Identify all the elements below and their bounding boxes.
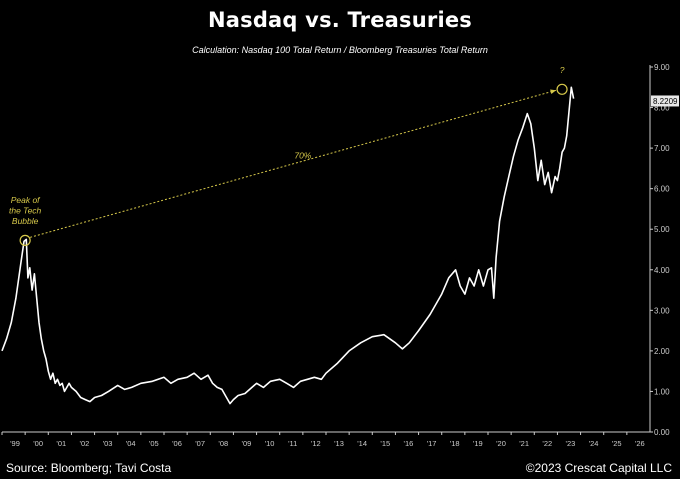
y-tick-label: 6.00 bbox=[654, 185, 670, 194]
last-value-label: 8.2209 bbox=[653, 97, 678, 106]
x-tick-label: '99 bbox=[10, 439, 20, 448]
percent-annotation: 70% bbox=[294, 150, 311, 160]
y-tick-label: 4.00 bbox=[654, 266, 670, 275]
footer-copyright: ©2023 Crescat Capital LLC bbox=[525, 461, 672, 475]
y-tick-label: 0.00 bbox=[654, 428, 670, 437]
x-tick-label: '23 bbox=[566, 439, 576, 448]
x-tick-label: '07 bbox=[195, 439, 205, 448]
x-tick-label: '10 bbox=[265, 439, 275, 448]
chart-title: Nasdaq vs. Treasuries bbox=[207, 8, 472, 32]
current-circle bbox=[556, 83, 568, 95]
x-tick-label: '12 bbox=[311, 439, 321, 448]
x-tick-label: '19 bbox=[473, 439, 483, 448]
y-tick-label: 8.00 bbox=[654, 104, 670, 113]
footer-source: Source: Bloomberg; Tavi Costa bbox=[6, 461, 172, 475]
x-tick-label: '18 bbox=[450, 439, 460, 448]
x-tick-label: '03 bbox=[103, 439, 113, 448]
x-tick-label: '25 bbox=[612, 439, 622, 448]
last-value-box bbox=[651, 95, 679, 107]
x-tick-label: '00 bbox=[33, 439, 43, 448]
peak-annotation-line: Peak of bbox=[11, 195, 41, 205]
x-tick-label: '08 bbox=[218, 439, 228, 448]
series-group bbox=[1, 86, 575, 405]
x-tick-label: '20 bbox=[496, 439, 506, 448]
x-tick-label: '11 bbox=[288, 439, 297, 448]
x-tick-label: '06 bbox=[172, 439, 182, 448]
trend-arrow-line bbox=[30, 89, 557, 238]
trend-arrow-head bbox=[550, 89, 557, 95]
x-tick-label: '16 bbox=[404, 439, 414, 448]
x-tick-label: '04 bbox=[126, 439, 136, 448]
x-tick-label: '22 bbox=[542, 439, 552, 448]
x-tick-label: '09 bbox=[242, 439, 252, 448]
y-tick-label: 7.00 bbox=[654, 144, 670, 153]
y-tick-label: 3.00 bbox=[654, 306, 670, 315]
x-tick-label: '26 bbox=[635, 439, 645, 448]
x-tick-label: '01 bbox=[56, 439, 66, 448]
y-tick-label: 2.00 bbox=[654, 347, 670, 356]
x-tick-label: '17 bbox=[427, 439, 437, 448]
series-line bbox=[1, 86, 575, 405]
x-tick-label: '15 bbox=[380, 439, 390, 448]
x-axis-ticks: '99 '00 '01 '02 '03 '04 '05 '06 '07 '08 '09 '10 '11 '… bbox=[1, 432, 645, 448]
question-annotation: ? bbox=[560, 65, 565, 75]
peak-circle bbox=[19, 234, 31, 246]
chart-subtitle: Calculation: Nasdaq 100 Total Return / B… bbox=[192, 45, 488, 55]
x-tick-label: '14 bbox=[357, 439, 367, 448]
y-tick-label: 5.00 bbox=[654, 225, 670, 234]
x-tick-label: '02 bbox=[80, 439, 90, 448]
y-tick-label: 1.00 bbox=[654, 387, 670, 396]
x-tick-label: '24 bbox=[589, 439, 599, 448]
y-tick-label: 9.00 bbox=[654, 63, 670, 72]
x-tick-label: '13 bbox=[334, 439, 344, 448]
y-axis-ticks: 0.00 1.00 2.00 3.00 4.00 5.00 6.00 7.00 8.00 9.00 bbox=[650, 63, 670, 437]
peak-annotation-line: the Tech bbox=[9, 206, 42, 216]
x-tick-label: '05 bbox=[149, 439, 159, 448]
x-tick-label: '21 bbox=[519, 439, 529, 448]
peak-annotation-line: Bubble bbox=[12, 216, 39, 226]
